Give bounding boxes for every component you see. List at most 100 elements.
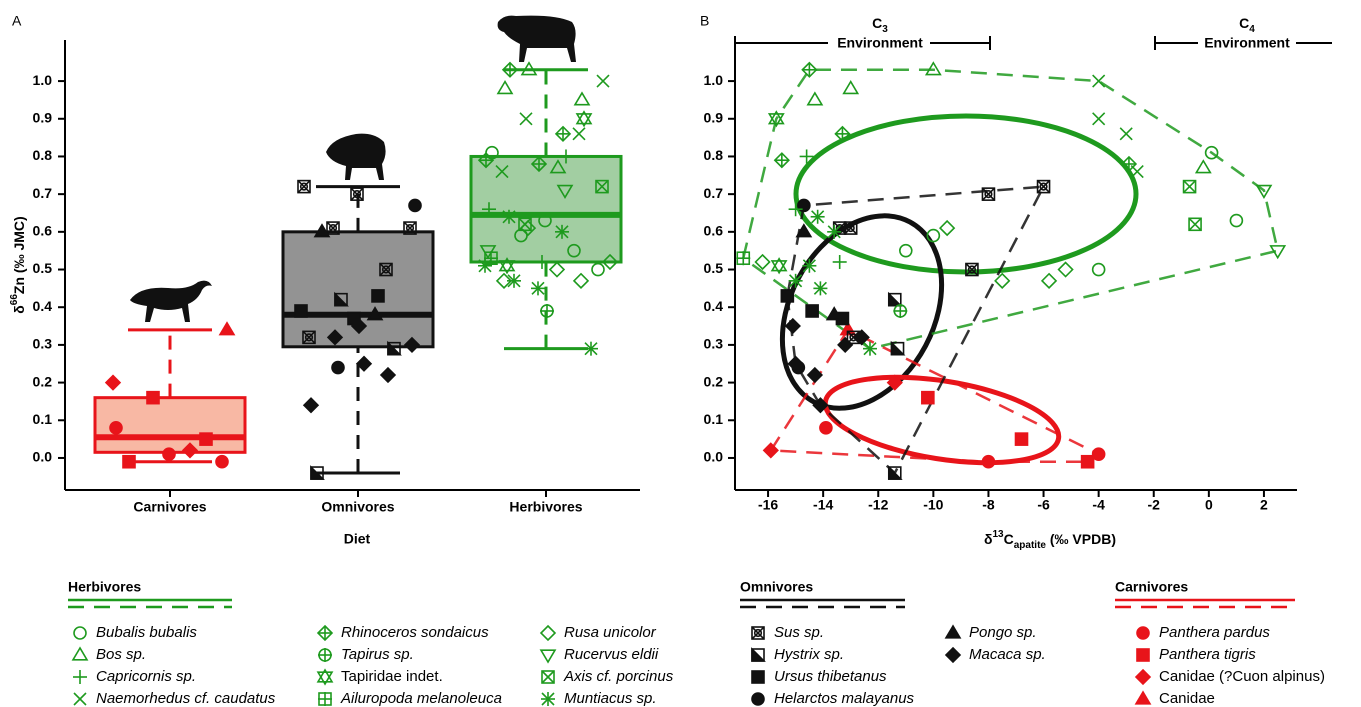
point xyxy=(1255,184,1273,199)
point xyxy=(495,164,509,179)
y-tick-label: 1.0 xyxy=(33,72,53,88)
marker-part xyxy=(541,670,555,684)
point xyxy=(408,198,422,213)
marker-part xyxy=(596,74,610,88)
point xyxy=(806,366,824,384)
marker-part xyxy=(1036,179,1051,194)
point xyxy=(788,202,803,217)
marker-part xyxy=(1136,648,1150,662)
marker-part xyxy=(572,272,590,289)
marker-part xyxy=(938,219,956,237)
marker-part xyxy=(73,626,87,640)
point xyxy=(773,152,790,169)
legend-marker xyxy=(71,646,89,661)
point xyxy=(843,221,858,235)
legend-marker xyxy=(541,692,555,706)
legend-label: Ursus thibetanus xyxy=(774,668,887,685)
label-part: 13 xyxy=(993,529,1005,540)
environment-label: C4​ xyxy=(1239,15,1255,35)
point xyxy=(899,243,913,258)
point xyxy=(146,390,160,405)
marker-part xyxy=(538,213,552,228)
marker-part xyxy=(591,262,605,277)
y-tick-label: 0.4 xyxy=(33,298,53,314)
marker-part xyxy=(1039,182,1048,191)
legend-marker xyxy=(318,692,332,706)
point xyxy=(584,341,598,356)
marker-part xyxy=(595,179,609,194)
marker-part xyxy=(109,421,123,435)
y-tick-label: 0.0 xyxy=(704,449,724,465)
x-tick-label: Omnivores xyxy=(321,499,394,515)
marker-part xyxy=(297,180,311,194)
point xyxy=(478,258,492,273)
marker-part xyxy=(498,260,516,275)
label-part: C xyxy=(1004,531,1014,547)
marker-part xyxy=(215,454,229,469)
marker-part xyxy=(520,61,538,76)
point xyxy=(799,149,814,164)
marker-part xyxy=(812,397,829,414)
marker-part xyxy=(567,243,581,258)
point xyxy=(310,465,325,480)
marker-part xyxy=(751,692,765,706)
label-part: (‰ VPDB) xyxy=(1046,531,1116,547)
omnivore-ellipse xyxy=(779,213,945,411)
marker-part xyxy=(843,221,858,235)
point xyxy=(834,125,851,142)
marker-part xyxy=(1092,74,1106,88)
hull xyxy=(741,68,1280,351)
legend-label: Tapirus sp. xyxy=(341,646,414,663)
legend-marker xyxy=(1136,626,1150,640)
point xyxy=(1229,213,1244,228)
panel-label: B xyxy=(700,13,709,29)
point xyxy=(559,149,573,164)
marker-part xyxy=(1134,690,1152,705)
point xyxy=(596,74,610,88)
point xyxy=(518,217,532,232)
legend-label: Canidae xyxy=(1159,690,1215,707)
legend-label: Rhinoceros sondaicus xyxy=(341,624,489,641)
point xyxy=(379,262,393,277)
y-tick-label: 0.1 xyxy=(704,411,724,427)
marker-part xyxy=(1229,213,1244,228)
point xyxy=(1036,179,1051,194)
legend-label: Naemorhedus cf. caudatus xyxy=(96,690,276,707)
marker-part xyxy=(572,127,586,141)
marker-part xyxy=(310,465,325,480)
label-part: 4 xyxy=(1249,24,1255,35)
marker-part xyxy=(313,223,331,238)
marker-part xyxy=(1091,447,1106,461)
point xyxy=(767,110,785,128)
legend-heading: Omnivores xyxy=(740,579,813,595)
marker-part xyxy=(1255,184,1273,199)
x-tick-label: -4 xyxy=(1092,497,1105,513)
point xyxy=(501,61,519,78)
point xyxy=(496,80,514,95)
point xyxy=(802,258,817,273)
marker-part xyxy=(104,374,122,391)
point xyxy=(479,245,497,260)
marker-part xyxy=(806,366,824,384)
marker-part xyxy=(316,668,334,683)
point xyxy=(1014,432,1029,446)
marker-part xyxy=(199,432,213,446)
point xyxy=(965,262,979,277)
legend-marker xyxy=(539,649,557,664)
marker-part xyxy=(555,225,569,239)
marker-part xyxy=(381,265,391,274)
point xyxy=(556,184,574,199)
marker-part xyxy=(162,447,176,461)
point xyxy=(890,340,906,356)
marker-part xyxy=(218,321,236,336)
marker-part xyxy=(575,110,593,125)
legend-marker xyxy=(944,646,962,664)
x-tick-label: -16 xyxy=(758,497,778,513)
marker-part xyxy=(302,397,320,414)
marker-part xyxy=(1014,432,1029,446)
panel-label: A xyxy=(12,13,22,29)
marker-part xyxy=(549,159,567,174)
marker-part xyxy=(787,355,804,372)
marker-part xyxy=(944,646,962,664)
